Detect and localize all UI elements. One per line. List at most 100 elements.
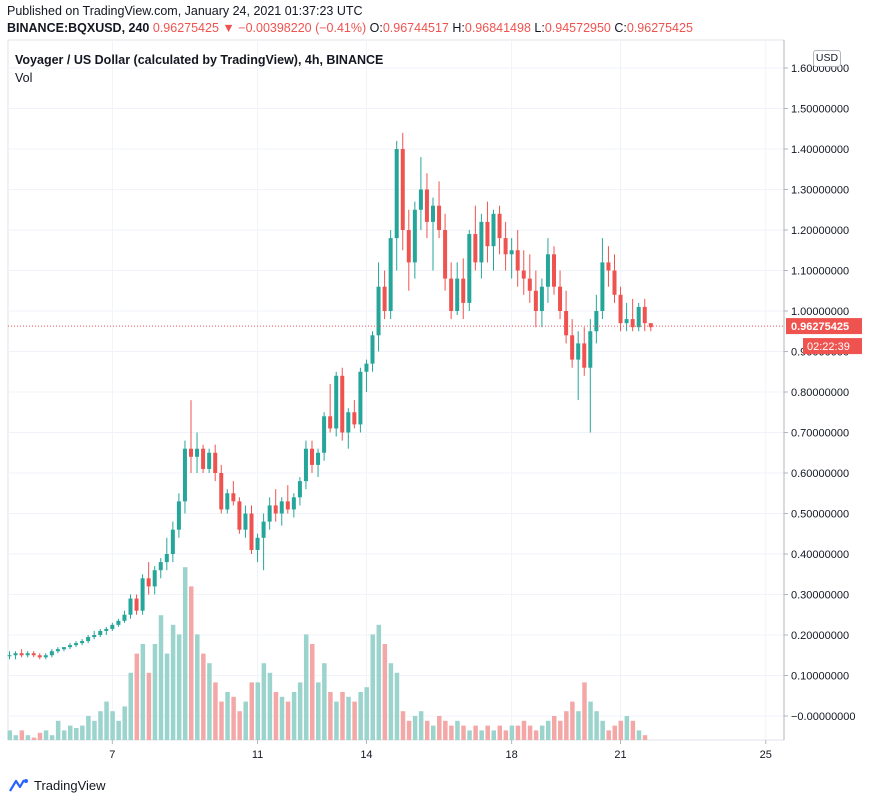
candle-body [588,331,593,368]
candle-body [358,371,363,425]
volume-bar [146,672,152,740]
candle [485,201,490,263]
volume-bars [7,567,648,740]
time-tick-label: 21 [614,749,626,761]
volume-bar [273,692,279,740]
candle-body [13,653,18,656]
candle [618,286,623,332]
candle-body [273,505,278,514]
candle [624,302,629,332]
volume-bar [37,732,43,740]
candle-body [80,641,85,644]
candle [443,213,448,291]
candle [170,521,175,563]
candle [285,485,290,514]
candle [539,278,544,328]
candle-body [146,578,151,587]
volume-bar [394,672,400,740]
candle-body [19,653,24,656]
time-axis[interactable]: 7 11 14 18 21 25 [109,740,772,761]
volume-bar [412,716,418,740]
volume-bar [68,725,73,740]
candle-body [31,653,36,656]
price-tick-label: 1.40000000 [791,144,849,156]
volume-bar [431,725,436,740]
volume-bar [164,653,170,740]
volume-bar [92,720,97,740]
volume-bar [291,692,297,740]
volume-bar [624,716,630,740]
candle [310,440,314,473]
volume-bar [116,720,121,740]
price-tick-label: 1.30000000 [791,185,849,197]
candle [134,594,139,615]
volume-bar [195,634,200,740]
price-axis[interactable]: 1.600000001.500000001.400000001.30000000… [783,40,862,740]
candle-body [249,513,254,550]
volume-bar [527,725,533,740]
candle [213,444,218,482]
currency-button[interactable]: USD [813,50,841,67]
candle [182,440,187,514]
volume-bar [49,735,55,740]
price-tick-label: 1.00000000 [791,306,849,318]
candle-body [636,306,641,328]
symbol-label[interactable]: BINANCE:BQXUSD, 240 [7,21,150,35]
volume-bar [310,644,315,740]
candle-body [267,505,272,522]
candle-body [545,254,550,287]
candle-body [606,262,611,271]
time-tick-label: 25 [760,749,772,761]
candle-body [509,250,514,255]
candle-body [328,416,333,429]
volume-bar [382,644,388,740]
candle [636,302,641,332]
volume-bar [267,672,273,740]
candle [606,246,611,287]
candle-body [201,448,206,469]
candle [322,412,327,461]
candle-body [86,637,91,642]
volume-bar [152,644,158,740]
candle-body [485,221,490,247]
candle [261,513,266,571]
candle-body [521,270,526,279]
candle [303,440,308,490]
candle-body [322,416,327,453]
low-label: L: [534,21,545,35]
candle-body [630,319,635,328]
candle-body [449,278,454,311]
volume-bar [630,720,636,740]
volume-bar [207,663,212,740]
candle [122,610,127,623]
volume-bar [449,725,454,740]
volume-bar [74,728,79,740]
volume-bar [618,720,624,740]
volume-bar [334,701,339,740]
candle [370,331,375,372]
volume-bar [140,644,146,740]
volume-legend: Vol [15,71,32,85]
candle-body [582,343,587,368]
candle-body [388,238,393,311]
volume-bar [158,615,164,740]
candle-body [92,635,97,638]
candle-body [74,643,79,646]
volume-bar [322,663,327,740]
volume-bar [346,696,351,740]
time-tick-label: 14 [360,749,372,761]
tradingview-logo-icon [9,779,28,792]
countdown-label: 02:22:39 [807,341,850,353]
candle [31,651,36,658]
price-tick-label: 0.10000000 [791,671,849,683]
candle [564,290,569,344]
candle-body [231,493,236,502]
candle-body [134,598,139,611]
volume-bar [418,711,424,740]
footer-brand[interactable]: TradingView [8,777,106,793]
candle-body [624,319,629,324]
open-label: O: [369,21,383,35]
candle-body [618,294,623,324]
candle [116,618,121,627]
